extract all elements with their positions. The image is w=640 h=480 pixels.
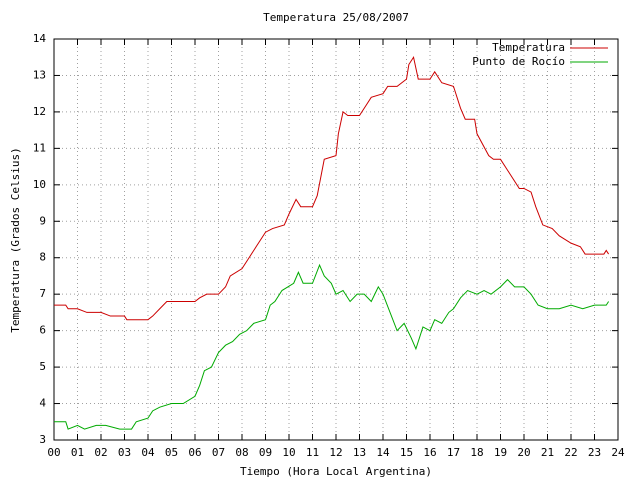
- x-tick-label: 19: [494, 446, 507, 459]
- x-tick-label: 22: [564, 446, 577, 459]
- x-tick-label: 14: [376, 446, 390, 459]
- x-tick-label: 09: [259, 446, 272, 459]
- data-line: [54, 263, 610, 430]
- x-tick-label: 06: [188, 446, 201, 459]
- y-tick-label: 13: [33, 68, 46, 81]
- x-tick-label: 24: [611, 446, 625, 459]
- y-axis-label: Temperatura (Grados Celsius): [9, 147, 22, 332]
- y-tick-label: 5: [39, 360, 46, 373]
- x-tick-label: 04: [141, 446, 155, 459]
- x-tick-label: 02: [94, 446, 107, 459]
- y-tick-label: 10: [33, 178, 46, 191]
- x-tick-label: 18: [470, 446, 483, 459]
- y-tick-label: 8: [39, 251, 46, 264]
- y-tick-label: 4: [39, 397, 46, 410]
- x-tick-label: 07: [212, 446, 225, 459]
- x-tick-label: 01: [71, 446, 84, 459]
- y-tick-label: 9: [39, 214, 46, 227]
- y-tick-label: 3: [39, 433, 46, 446]
- data-line: [54, 55, 610, 321]
- y-tick-label: 14: [33, 32, 47, 45]
- x-tick-label: 12: [329, 446, 342, 459]
- y-tick-label: 6: [39, 324, 46, 337]
- x-tick-label: 23: [588, 446, 601, 459]
- x-tick-label: 17: [447, 446, 460, 459]
- x-tick-label: 00: [47, 446, 60, 459]
- x-tick-label: 10: [282, 446, 295, 459]
- x-axis-label: Tiempo (Hora Local Argentina): [240, 465, 432, 478]
- legend-label: Temperatura: [492, 41, 565, 54]
- x-tick-label: 15: [400, 446, 413, 459]
- plot-frame: [53, 38, 619, 441]
- x-tick-label: 11: [306, 446, 319, 459]
- y-tick-label: 11: [33, 141, 46, 154]
- x-tick-label: 13: [353, 446, 366, 459]
- chart-title: Temperatura 25/08/2007: [263, 11, 409, 24]
- x-tick-label: 16: [423, 446, 436, 459]
- x-tick-label: 03: [118, 446, 131, 459]
- x-tick-label: 05: [165, 446, 178, 459]
- x-tick-label: 08: [235, 446, 248, 459]
- y-tick-label: 7: [39, 287, 46, 300]
- y-tick-label: 12: [33, 105, 46, 118]
- x-tick-label: 20: [517, 446, 530, 459]
- legend-label: Punto de Rocío: [472, 55, 565, 68]
- x-tick-label: 21: [541, 446, 554, 459]
